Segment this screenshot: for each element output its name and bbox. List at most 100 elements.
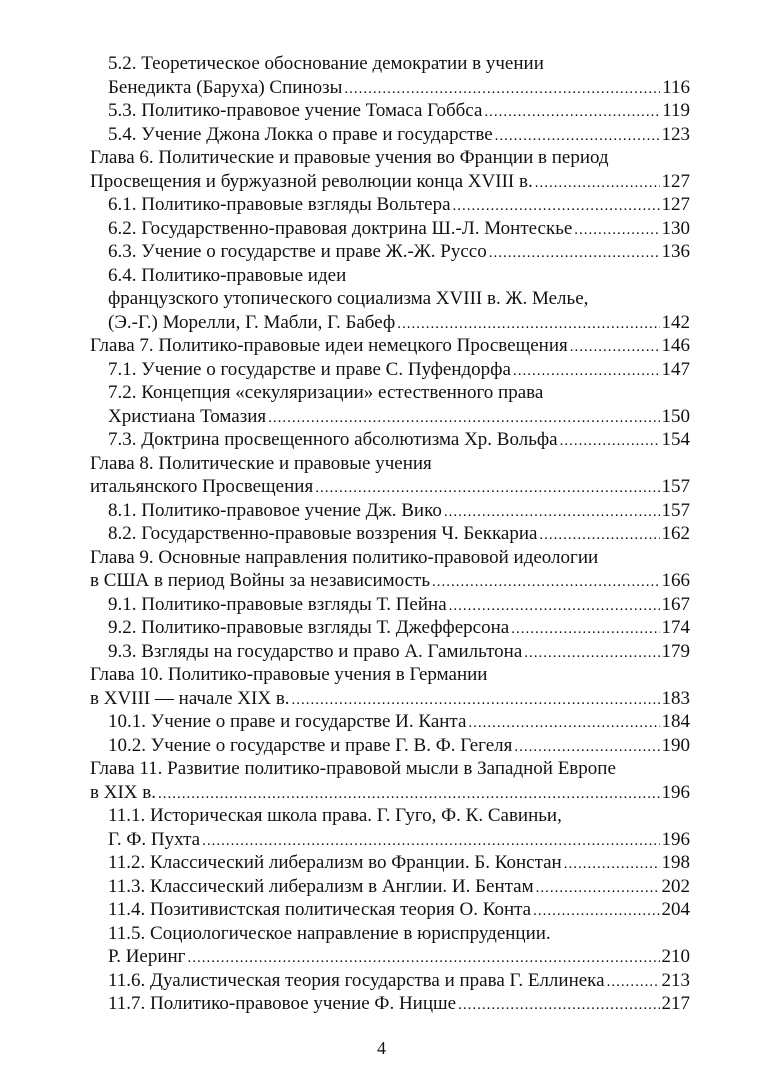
dot-leader (449, 595, 660, 619)
dot-leader (444, 501, 660, 525)
dot-leader (535, 172, 660, 196)
toc-section-entry: 11.3. Классический либерализм в Англии. … (90, 875, 690, 899)
toc-line: Глава 10. Политико-правовые учения в Гер… (90, 663, 690, 687)
toc-section-entry: 9.2. Политико-правовые взгляды Т. Джеффе… (90, 616, 690, 640)
toc-line: 5.2. Теоретическое обоснование демократи… (90, 52, 690, 76)
toc-line: 6.1. Политико-правовые взгляды Вольтера 1… (90, 193, 690, 217)
entry-title: 7.2. Концепция «секуляризации» естествен… (108, 382, 544, 403)
table-of-contents: 5.2. Теоретическое обоснование демократи… (90, 52, 690, 1016)
entry-title: 9.3. Взгляды на государство и право А. Г… (108, 640, 523, 662)
entry-title: 7.1. Учение о государстве и праве С. Пуф… (108, 358, 511, 380)
entry-title: 11.4. Позитивистская политическая теория… (108, 899, 532, 920)
entry-title: 11.3. Классический либерализм в Англии. … (108, 875, 534, 897)
toc-section-entry: 11.7. Политико-правовое учение Ф. Ницше 2… (90, 992, 690, 1016)
entry-title: 5.4. Учение Джона Локка о праве и госуда… (108, 123, 493, 145)
entry-page-number: 166 (661, 570, 691, 591)
entry-title: 6.3. Учение о государстве и праве Ж.-Ж. … (108, 241, 487, 262)
toc-line: 10.1. Учение о праве и государстве И. Ка… (90, 710, 690, 734)
entry-title: (Э.-Г.) Морелли, Г. Мабли, Г. Бабеф (108, 311, 396, 333)
entry-title: 8.1. Политико-правовое учение Дж. Вико (108, 499, 442, 521)
dot-leader (495, 125, 660, 149)
toc-line: итальянского Просвещения 157 (90, 475, 690, 499)
entry-title: 5.3. Политико-правовое учение Томаса Гоб… (108, 100, 483, 121)
entry-title: Глава 9. Основные направления политико-п… (90, 546, 599, 568)
dot-leader (564, 853, 660, 877)
toc-line: 8.1. Политико-правовое учение Дж. Вико 15… (90, 499, 690, 523)
toc-section-entry: 5.3. Политико-правовое учение Томаса Гоб… (90, 99, 690, 123)
toc-section-entry: 10.1. Учение о праве и государстве И. Ка… (90, 710, 690, 734)
toc-chapter-entry: Глава 10. Политико-правовые учения в Гер… (90, 663, 690, 710)
entry-page-number: 142 (661, 311, 691, 333)
entry-title: 8.2. Государственно-правовые воззрения Ч… (108, 523, 538, 544)
dot-leader (514, 736, 659, 760)
entry-title: Глава 10. Политико-правовые учения в Гер… (90, 664, 488, 685)
entry-title: 6.4. Политико-правовые идеи (108, 264, 347, 286)
toc-section-entry: 8.2. Государственно-правовые воззрения Ч… (90, 522, 690, 546)
entry-title: 10.2. Учение о государстве и праве Г. В.… (108, 734, 513, 756)
entry-title: Г. Ф. Пухта (108, 828, 201, 850)
toc-line: 7.3. Доктрина просвещенного абсолютизма … (90, 428, 690, 452)
entry-page-number: 147 (661, 358, 691, 380)
entry-page-number: 204 (661, 899, 691, 920)
toc-section-entry: 7.1. Учение о государстве и праве С. Пуф… (90, 358, 690, 382)
toc-line: 6.3. Учение о государстве и праве Ж.-Ж. … (90, 240, 690, 264)
toc-section-entry: 5.2. Теоретическое обоснование демократи… (90, 52, 690, 99)
toc-line: 9.2. Политико-правовые взгляды Т. Джеффе… (90, 616, 690, 640)
toc-section-entry: 6.1. Политико-правовые взгляды Вольтера 1… (90, 193, 690, 217)
toc-line: Глава 11. Развитие политико-правовой мыс… (90, 757, 690, 781)
dot-leader (268, 407, 659, 431)
entry-title: Просвещения и буржуазной революции конца… (90, 170, 533, 192)
entry-page-number: 196 (661, 781, 691, 803)
toc-chapter-entry: Глава 7. Политико-правовые идеи немецког… (90, 334, 690, 358)
toc-section-entry: 6.3. Учение о государстве и праве Ж.-Ж. … (90, 240, 690, 264)
dot-leader (489, 242, 660, 266)
toc-line: Просвещения и буржуазной революции конца… (90, 170, 690, 194)
entry-title: 7.3. Доктрина просвещенного абсолютизма … (108, 429, 558, 450)
toc-section-entry: 7.3. Доктрина просвещенного абсолютизма … (90, 428, 690, 452)
toc-line: 10.2. Учение о государстве и праве Г. В.… (90, 734, 690, 758)
entry-page-number: 167 (661, 593, 691, 615)
entry-title: Р. Иеринг (108, 946, 186, 967)
entry-title: 9.2. Политико-правовые взгляды Т. Джеффе… (108, 617, 510, 638)
toc-line: 7.2. Концепция «секуляризации» естествен… (90, 381, 690, 405)
entry-page-number: 162 (661, 523, 691, 544)
entry-page-number: 213 (661, 969, 691, 991)
entry-page-number: 154 (661, 429, 691, 450)
entry-title: 11.2. Классический либерализм во Франции… (108, 852, 562, 873)
toc-line: в XIX в. 196 (90, 781, 690, 805)
toc-section-entry: 8.1. Политико-правовое учение Дж. Вико 15… (90, 499, 690, 523)
toc-section-entry: 7.2. Концепция «секуляризации» естествен… (90, 381, 690, 428)
entry-page-number: 127 (661, 194, 691, 215)
toc-section-entry: 9.1. Политико-правовые взгляды Т. Пейна 1… (90, 593, 690, 617)
dot-leader (560, 430, 660, 454)
entry-title: 9.1. Политико-правовые взгляды Т. Пейна (108, 593, 447, 615)
dot-leader (187, 947, 659, 971)
toc-line: 5.4. Учение Джона Локка о праве и госуда… (90, 123, 690, 147)
dot-leader (292, 689, 660, 713)
entry-title: в XVIII — начале XIX в. (90, 687, 290, 709)
entry-page-number: 217 (661, 993, 691, 1014)
dot-leader (533, 900, 659, 924)
toc-chapter-entry: Глава 6. Политические и правовые учения … (90, 146, 690, 193)
entry-title: 11.5. Социологическое направление в юрис… (108, 922, 551, 944)
toc-chapter-entry: Глава 11. Развитие политико-правовой мыс… (90, 757, 690, 804)
entry-title: Бенедикта (Баруха) Спинозы (108, 76, 343, 98)
entry-title: Глава 8. Политические и правовые учения (90, 452, 432, 474)
dot-leader (607, 971, 660, 995)
toc-section-entry: 11.6. Дуалистическая теория государства … (90, 969, 690, 993)
dot-leader (315, 477, 659, 501)
toc-line: в XVIII — начале XIX в. 183 (90, 687, 690, 711)
entry-page-number: 183 (661, 687, 691, 709)
entry-page-number: 196 (661, 828, 691, 850)
toc-line: Глава 6. Политические и правовые учения … (90, 146, 690, 170)
toc-line: 11.2. Классический либерализм во Франции… (90, 851, 690, 875)
toc-chapter-entry: Глава 9. Основные направления политико-п… (90, 546, 690, 593)
toc-line: французского утопического социализма XVI… (90, 287, 690, 311)
entry-page-number: 150 (661, 405, 691, 427)
toc-section-entry: 11.2. Классический либерализм во Франции… (90, 851, 690, 875)
entry-title: Глава 7. Политико-правовые идеи немецког… (90, 335, 568, 356)
toc-line: 11.4. Позитивистская политическая теория… (90, 898, 690, 922)
entry-page-number: 119 (662, 100, 690, 121)
toc-section-entry: 6.4. Политико-правовые идеи французского … (90, 264, 690, 335)
toc-line: 11.7. Политико-правовое учение Ф. Ницше 2… (90, 992, 690, 1016)
